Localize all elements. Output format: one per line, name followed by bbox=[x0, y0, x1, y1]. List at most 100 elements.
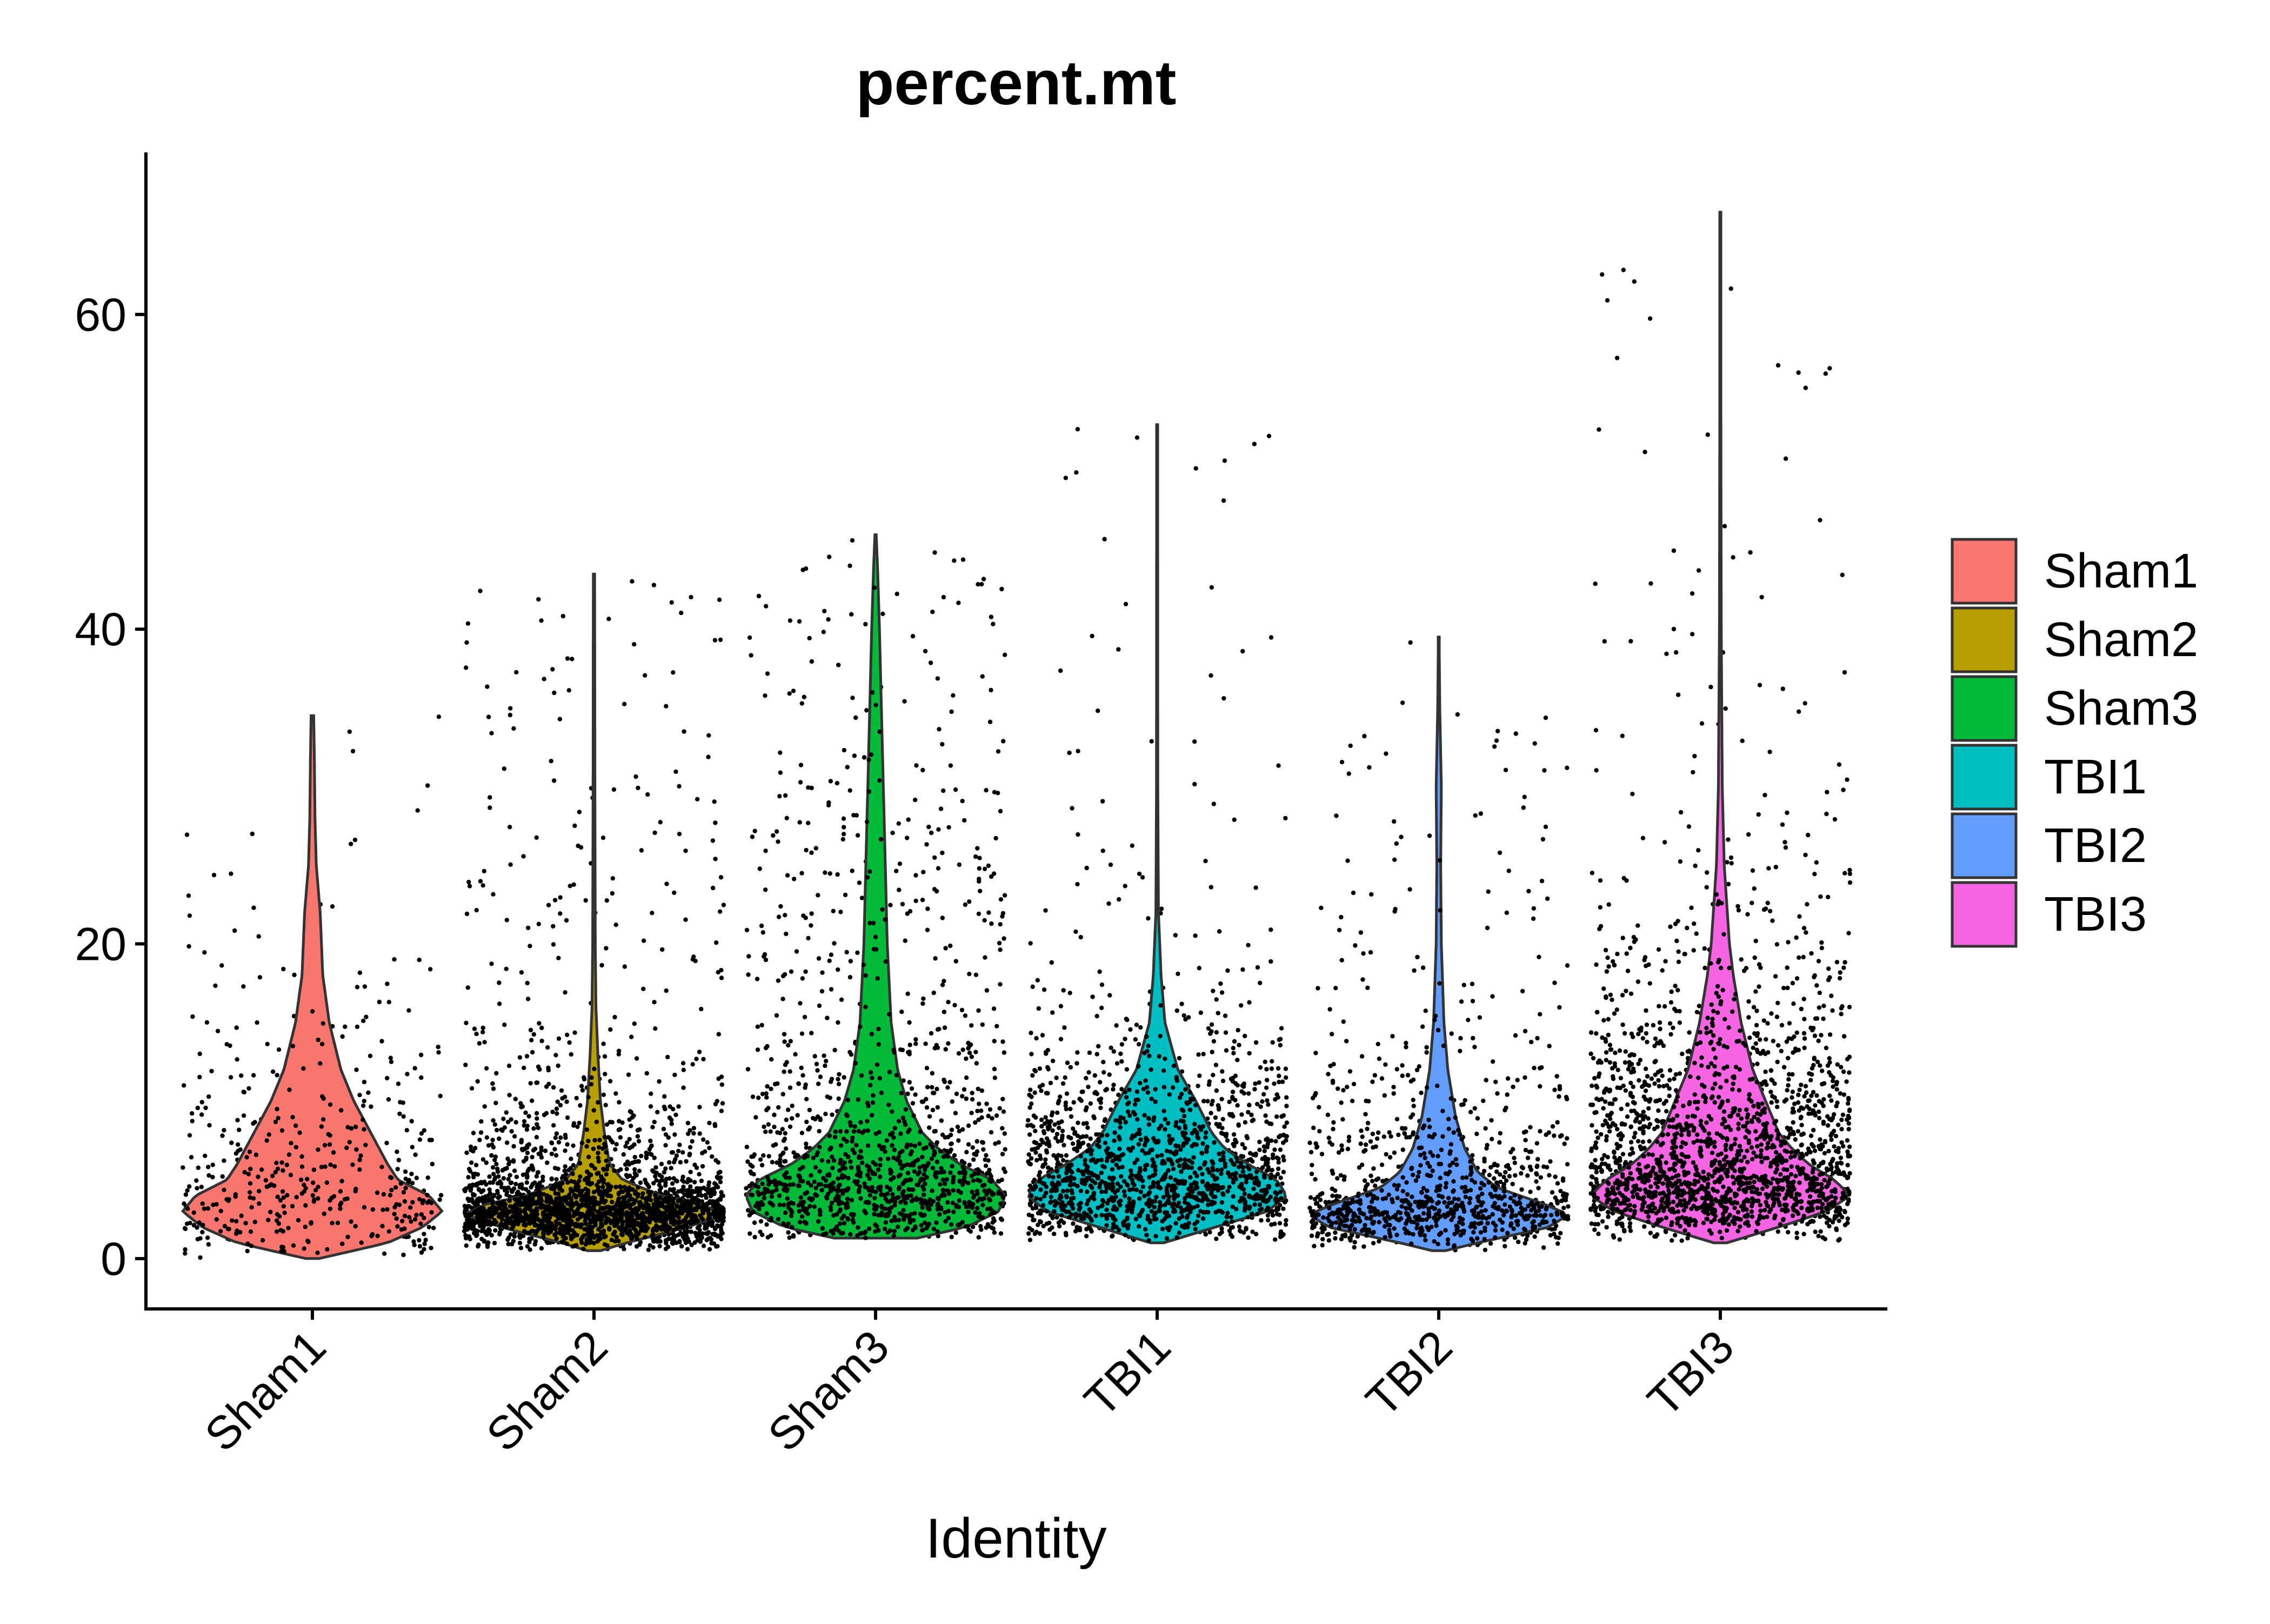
data-point bbox=[209, 1068, 214, 1074]
data-point bbox=[669, 1166, 673, 1171]
data-point bbox=[1272, 1081, 1277, 1086]
data-point bbox=[249, 1244, 254, 1248]
data-point bbox=[967, 899, 972, 904]
data-point bbox=[294, 1195, 299, 1200]
data-point bbox=[1541, 1164, 1546, 1169]
data-point bbox=[1032, 1218, 1037, 1222]
data-point bbox=[1482, 1157, 1487, 1161]
data-point bbox=[681, 1179, 686, 1184]
data-point bbox=[1755, 1061, 1760, 1066]
data-point bbox=[776, 978, 781, 983]
data-point bbox=[1330, 1171, 1336, 1176]
data-point bbox=[1832, 1112, 1837, 1117]
data-point bbox=[694, 1234, 699, 1239]
data-point bbox=[219, 963, 224, 968]
data-point bbox=[1611, 1233, 1615, 1238]
data-point bbox=[1227, 1099, 1232, 1105]
data-point bbox=[1555, 1241, 1560, 1246]
data-point bbox=[681, 1085, 686, 1090]
data-point bbox=[220, 1174, 225, 1179]
data-point bbox=[506, 1241, 511, 1247]
data-point bbox=[1763, 1070, 1768, 1074]
data-point bbox=[930, 1071, 935, 1076]
data-point bbox=[792, 877, 797, 881]
data-point bbox=[496, 1174, 501, 1179]
data-point bbox=[655, 1110, 660, 1114]
data-point bbox=[784, 816, 789, 821]
data-point bbox=[1326, 1238, 1332, 1243]
data-point bbox=[679, 1244, 684, 1249]
data-point bbox=[497, 1001, 502, 1006]
data-point bbox=[513, 1120, 518, 1125]
data-point bbox=[1327, 1007, 1332, 1012]
data-point bbox=[1230, 1090, 1236, 1094]
data-point bbox=[210, 1162, 215, 1167]
data-point bbox=[1790, 1110, 1795, 1115]
data-point bbox=[678, 1160, 683, 1165]
data-point bbox=[998, 808, 1003, 814]
data-point bbox=[616, 1196, 622, 1201]
data-point bbox=[984, 788, 989, 793]
data-point bbox=[505, 1237, 510, 1242]
data-point bbox=[1791, 1120, 1795, 1125]
data-point bbox=[1449, 1031, 1454, 1036]
data-point bbox=[946, 825, 951, 830]
data-point bbox=[719, 1237, 724, 1241]
data-point bbox=[719, 1082, 725, 1087]
data-point bbox=[417, 1244, 423, 1249]
data-point bbox=[1336, 1150, 1341, 1155]
data-point bbox=[1690, 591, 1695, 596]
data-point bbox=[1687, 1030, 1692, 1035]
data-point bbox=[1231, 1051, 1236, 1055]
data-point bbox=[1620, 1221, 1625, 1226]
data-point bbox=[1648, 1231, 1653, 1235]
data-point bbox=[417, 1197, 422, 1202]
data-point bbox=[1767, 750, 1772, 754]
data-point bbox=[1207, 1229, 1212, 1235]
data-point bbox=[804, 1097, 809, 1102]
data-point bbox=[1523, 1147, 1528, 1153]
data-point bbox=[709, 1187, 714, 1192]
data-point bbox=[1736, 908, 1741, 913]
data-point bbox=[1821, 1213, 1826, 1218]
data-point bbox=[488, 1180, 492, 1185]
data-point bbox=[758, 1219, 764, 1224]
data-point bbox=[762, 954, 766, 959]
data-point bbox=[285, 1193, 290, 1198]
data-point bbox=[589, 1075, 594, 1080]
data-point bbox=[1309, 1171, 1314, 1177]
data-point bbox=[303, 1224, 308, 1229]
data-point bbox=[1624, 951, 1629, 956]
data-point bbox=[716, 970, 721, 975]
data-point bbox=[927, 1125, 932, 1130]
data-point bbox=[1399, 834, 1404, 839]
data-point bbox=[525, 1151, 530, 1155]
data-point bbox=[1763, 1051, 1768, 1057]
data-point bbox=[1365, 1182, 1370, 1187]
data-point bbox=[843, 892, 848, 898]
data-point bbox=[831, 908, 836, 914]
data-point bbox=[272, 1183, 277, 1188]
data-point bbox=[999, 1218, 1005, 1222]
data-point bbox=[550, 1110, 555, 1114]
data-point bbox=[1838, 1091, 1842, 1096]
data-point bbox=[1269, 1066, 1274, 1071]
data-point bbox=[360, 1103, 366, 1108]
data-point bbox=[596, 1155, 600, 1160]
data-point bbox=[853, 715, 858, 720]
data-point bbox=[718, 637, 723, 643]
data-point bbox=[763, 1130, 768, 1134]
data-point bbox=[1846, 1127, 1851, 1132]
data-point bbox=[786, 1042, 791, 1048]
data-point bbox=[1772, 1081, 1777, 1086]
data-point bbox=[1318, 1192, 1323, 1197]
data-point bbox=[803, 1082, 808, 1087]
data-point bbox=[1001, 1166, 1006, 1171]
data-point bbox=[1371, 1241, 1376, 1246]
data-point bbox=[386, 1097, 391, 1102]
data-point bbox=[563, 1094, 568, 1099]
data-point bbox=[504, 1110, 509, 1115]
data-point bbox=[1682, 952, 1687, 957]
data-point bbox=[787, 1124, 793, 1130]
data-point bbox=[551, 942, 556, 947]
